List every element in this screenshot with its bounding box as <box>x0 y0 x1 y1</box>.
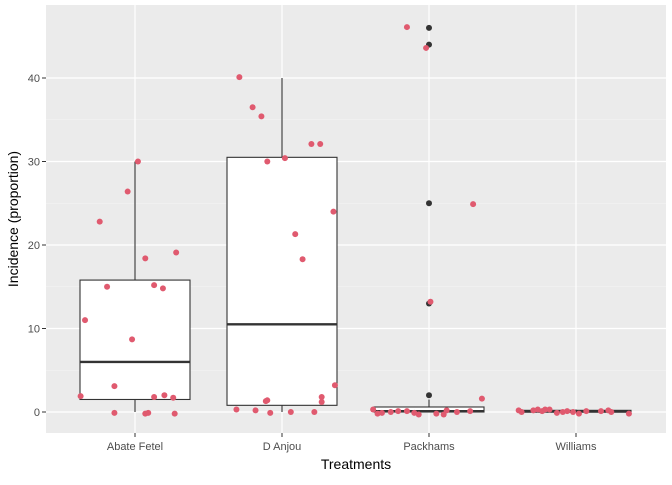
data-point <box>330 208 337 215</box>
jitter-points <box>77 24 632 418</box>
data-point <box>553 409 560 416</box>
data-point <box>317 140 324 147</box>
x-tick-label: Williams <box>556 441 597 453</box>
data-point <box>249 104 256 111</box>
outlier-point <box>426 392 432 399</box>
data-point <box>134 158 141 165</box>
data-point <box>173 249 180 256</box>
data-point <box>518 409 525 415</box>
data-point <box>258 113 265 120</box>
y-tick-label: 10 <box>28 324 40 336</box>
data-point <box>608 409 615 415</box>
x-axis: Abate Fetel D Anjou Packhams Williams <box>107 433 597 453</box>
data-point <box>423 44 430 51</box>
data-point <box>370 406 377 413</box>
data-point <box>171 410 178 417</box>
data-point <box>625 410 632 417</box>
data-point <box>478 395 485 402</box>
y-axis: 0 10 20 30 40 <box>28 73 46 419</box>
data-point <box>111 409 118 416</box>
data-point <box>467 408 474 415</box>
data-point <box>287 409 294 415</box>
data-point <box>403 408 410 415</box>
data-point <box>443 407 450 414</box>
data-point <box>267 409 274 416</box>
data-point <box>159 285 166 292</box>
data-point <box>575 410 582 417</box>
data-point <box>124 188 131 195</box>
data-point <box>264 158 271 165</box>
box-iqr <box>226 156 338 406</box>
data-point <box>145 409 152 416</box>
data-point <box>233 406 240 413</box>
data-point <box>111 383 118 390</box>
data-point <box>331 382 338 389</box>
data-point <box>378 409 385 416</box>
y-tick-label: 40 <box>28 73 40 85</box>
data-point <box>542 406 549 413</box>
data-point <box>597 408 604 415</box>
data-point <box>395 408 402 415</box>
data-point <box>427 298 434 305</box>
data-point <box>403 24 410 31</box>
x-tick-label: Abate Fetel <box>107 441 163 453</box>
outlier-point <box>426 24 432 31</box>
data-point <box>440 411 447 418</box>
data-point <box>433 410 440 417</box>
data-point <box>564 408 571 415</box>
y-tick-label: 0 <box>34 407 40 419</box>
data-point <box>318 393 325 400</box>
data-point <box>583 408 590 415</box>
data-point <box>281 155 288 162</box>
data-point <box>387 409 394 415</box>
y-tick-label: 30 <box>28 157 40 169</box>
data-point <box>170 394 177 401</box>
data-point <box>142 255 149 262</box>
data-point <box>299 256 306 263</box>
data-point <box>129 336 136 343</box>
x-axis-title: Treatments <box>321 456 391 472</box>
data-point <box>318 398 325 405</box>
data-point <box>151 282 158 289</box>
data-point <box>470 201 477 208</box>
data-point <box>104 283 111 290</box>
data-point <box>161 392 168 399</box>
data-point <box>236 74 243 81</box>
data-point <box>570 409 577 415</box>
x-tick-label: D Anjou <box>263 441 302 453</box>
x-tick-label: Packhams <box>403 441 455 453</box>
data-point <box>77 393 84 400</box>
data-point <box>151 393 158 400</box>
data-point <box>415 411 422 418</box>
outlier-point <box>426 200 432 207</box>
y-tick-label: 20 <box>28 240 40 252</box>
data-point <box>311 409 318 415</box>
data-point <box>292 231 299 238</box>
data-point <box>96 218 103 225</box>
data-point <box>252 407 259 414</box>
data-point <box>264 397 271 404</box>
data-point <box>308 140 315 147</box>
y-axis-title: Incidence (proportion) <box>5 151 21 287</box>
data-point <box>546 406 553 413</box>
data-point <box>453 409 460 415</box>
data-point <box>82 317 89 324</box>
box-d-anjou <box>226 78 338 412</box>
